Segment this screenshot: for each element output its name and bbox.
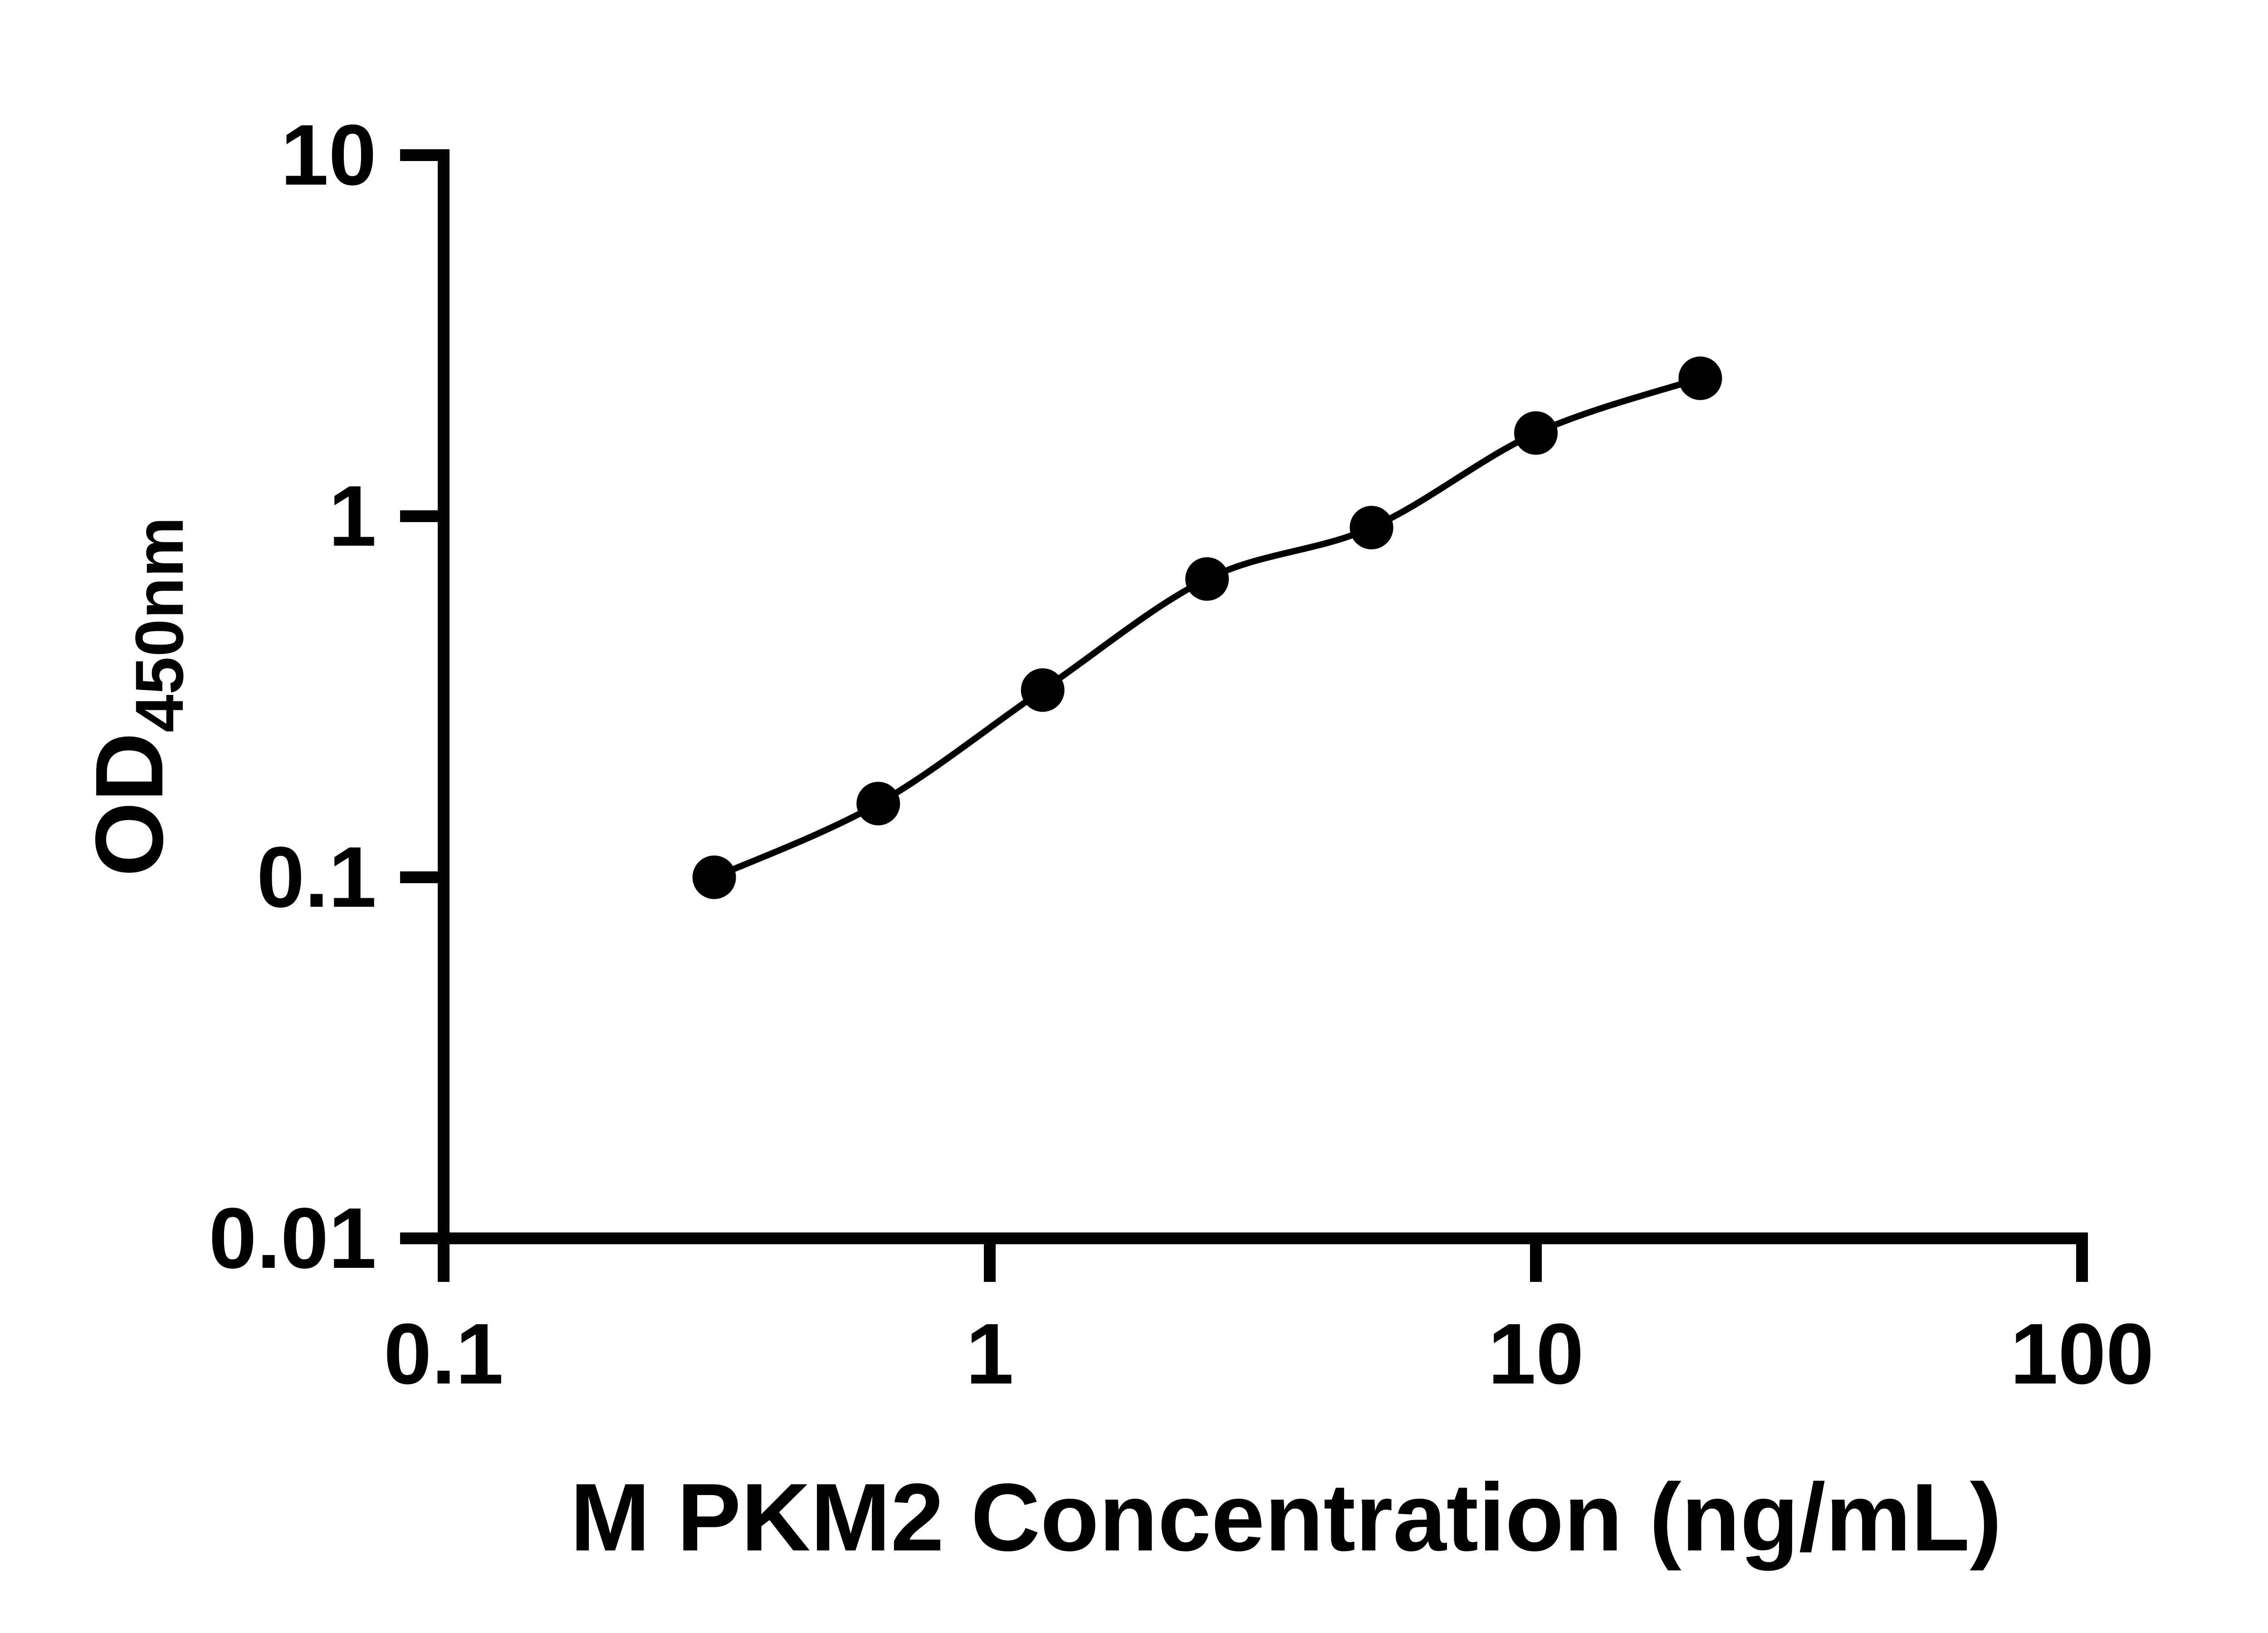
x-tick-label: 100: [2010, 1306, 2154, 1402]
y-axis-title: OD450nm: [75, 517, 207, 876]
y-axis-title-main: OD: [75, 732, 183, 877]
data-point: [856, 782, 900, 826]
axis-ticks: [400, 149, 2088, 1282]
data-point: [1514, 411, 1558, 455]
data-point: [1185, 557, 1229, 601]
y-tick-label: 10: [280, 107, 376, 203]
data-point: [1678, 356, 1722, 400]
x-tick-label: 0.1: [383, 1306, 504, 1402]
data-point: [1021, 668, 1065, 712]
data-point: [692, 856, 736, 899]
y-tick-label: 0.01: [209, 1190, 376, 1286]
data-point: [1349, 506, 1393, 550]
x-axis-title: M PKM2 Concentration (ng/mL): [570, 1463, 2002, 1571]
x-tick-label: 10: [1488, 1306, 1584, 1402]
x-tick-label: 1: [966, 1306, 1014, 1402]
y-tick-label: 1: [328, 468, 376, 564]
y-axis-title-subscript: 450nm: [121, 517, 197, 733]
axes: [438, 149, 2088, 1244]
data-points: [692, 356, 1722, 899]
y-tick-label: 0.1: [256, 829, 376, 925]
